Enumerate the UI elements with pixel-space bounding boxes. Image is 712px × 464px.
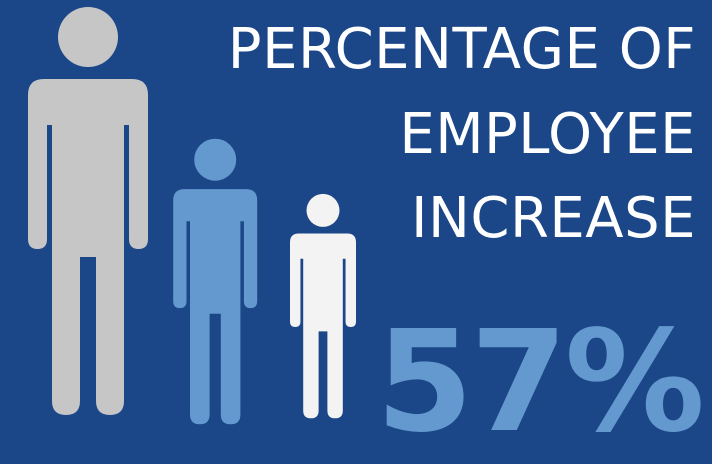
medium-person-icon xyxy=(173,138,258,425)
percentage-value: 57% xyxy=(375,301,705,464)
title-line-1: PERCENTAGE OF xyxy=(227,17,696,82)
title-line-2: EMPLOYEE xyxy=(399,102,696,167)
title-line-3: INCREASE xyxy=(410,186,696,251)
large-person-icon xyxy=(28,7,148,415)
small-person-icon xyxy=(290,193,356,419)
